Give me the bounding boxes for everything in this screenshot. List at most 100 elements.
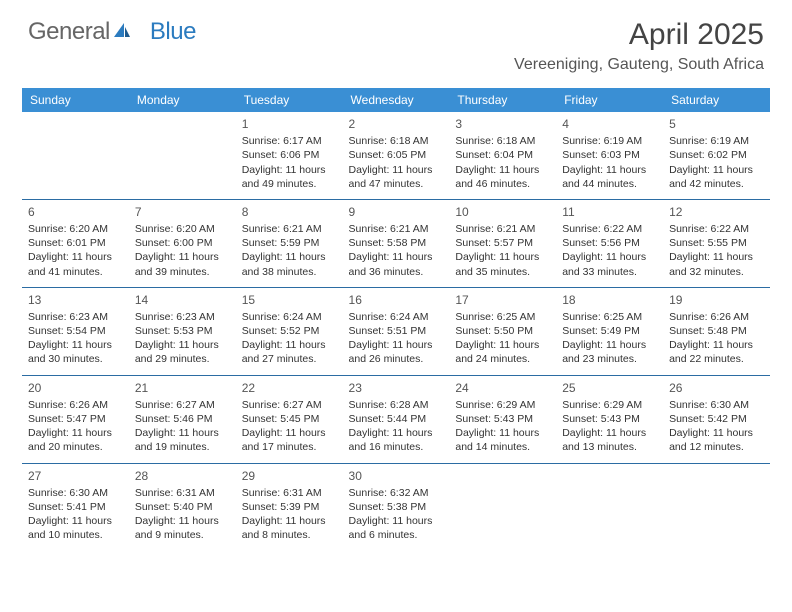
day-number: 25 bbox=[562, 380, 657, 396]
daylight-text: Daylight: 11 hours and 23 minutes. bbox=[562, 338, 657, 366]
daylight-text: Daylight: 11 hours and 20 minutes. bbox=[28, 426, 123, 454]
calendar-cell: 4Sunrise: 6:19 AMSunset: 6:03 PMDaylight… bbox=[556, 112, 663, 199]
daylight-text: Daylight: 11 hours and 8 minutes. bbox=[242, 514, 337, 542]
sunrise-text: Sunrise: 6:25 AM bbox=[562, 310, 657, 324]
sunset-text: Sunset: 5:51 PM bbox=[349, 324, 444, 338]
sunrise-text: Sunrise: 6:26 AM bbox=[28, 398, 123, 412]
day-number: 9 bbox=[349, 204, 444, 220]
sunrise-text: Sunrise: 6:23 AM bbox=[135, 310, 230, 324]
day-number: 1 bbox=[242, 116, 337, 132]
day-number: 14 bbox=[135, 292, 230, 308]
sunrise-text: Sunrise: 6:18 AM bbox=[349, 134, 444, 148]
dayheader-tuesday: Tuesday bbox=[236, 88, 343, 112]
sunrise-text: Sunrise: 6:18 AM bbox=[455, 134, 550, 148]
sunrise-text: Sunrise: 6:28 AM bbox=[349, 398, 444, 412]
day-number: 24 bbox=[455, 380, 550, 396]
sunset-text: Sunset: 5:53 PM bbox=[135, 324, 230, 338]
daylight-text: Daylight: 11 hours and 47 minutes. bbox=[349, 163, 444, 191]
calendar-cell: 21Sunrise: 6:27 AMSunset: 5:46 PMDayligh… bbox=[129, 375, 236, 463]
day-number: 18 bbox=[562, 292, 657, 308]
day-number: 22 bbox=[242, 380, 337, 396]
daylight-text: Daylight: 11 hours and 33 minutes. bbox=[562, 250, 657, 278]
sunset-text: Sunset: 5:57 PM bbox=[455, 236, 550, 250]
sunrise-text: Sunrise: 6:20 AM bbox=[135, 222, 230, 236]
day-number: 12 bbox=[669, 204, 764, 220]
sunrise-text: Sunrise: 6:17 AM bbox=[242, 134, 337, 148]
daylight-text: Daylight: 11 hours and 36 minutes. bbox=[349, 250, 444, 278]
calendar-cell: 26Sunrise: 6:30 AMSunset: 5:42 PMDayligh… bbox=[663, 375, 770, 463]
sunset-text: Sunset: 5:56 PM bbox=[562, 236, 657, 250]
daylight-text: Daylight: 11 hours and 38 minutes. bbox=[242, 250, 337, 278]
sunset-text: Sunset: 5:52 PM bbox=[242, 324, 337, 338]
day-number: 19 bbox=[669, 292, 764, 308]
day-number: 8 bbox=[242, 204, 337, 220]
daylight-text: Daylight: 11 hours and 24 minutes. bbox=[455, 338, 550, 366]
calendar-cell: 6Sunrise: 6:20 AMSunset: 6:01 PMDaylight… bbox=[22, 199, 129, 287]
sunset-text: Sunset: 5:44 PM bbox=[349, 412, 444, 426]
day-number: 7 bbox=[135, 204, 230, 220]
calendar-cell: 2Sunrise: 6:18 AMSunset: 6:05 PMDaylight… bbox=[343, 112, 450, 199]
sunrise-text: Sunrise: 6:24 AM bbox=[242, 310, 337, 324]
sunrise-text: Sunrise: 6:21 AM bbox=[349, 222, 444, 236]
calendar-cell bbox=[129, 112, 236, 199]
calendar-cell: 14Sunrise: 6:23 AMSunset: 5:53 PMDayligh… bbox=[129, 287, 236, 375]
sunrise-text: Sunrise: 6:29 AM bbox=[562, 398, 657, 412]
sunset-text: Sunset: 5:48 PM bbox=[669, 324, 764, 338]
daylight-text: Daylight: 11 hours and 22 minutes. bbox=[669, 338, 764, 366]
sunrise-text: Sunrise: 6:31 AM bbox=[135, 486, 230, 500]
sunrise-text: Sunrise: 6:23 AM bbox=[28, 310, 123, 324]
calendar-cell bbox=[449, 463, 556, 550]
day-number: 5 bbox=[669, 116, 764, 132]
daylight-text: Daylight: 11 hours and 16 minutes. bbox=[349, 426, 444, 454]
sunset-text: Sunset: 5:45 PM bbox=[242, 412, 337, 426]
sunrise-text: Sunrise: 6:27 AM bbox=[242, 398, 337, 412]
sunset-text: Sunset: 5:41 PM bbox=[28, 500, 123, 514]
sunrise-text: Sunrise: 6:30 AM bbox=[28, 486, 123, 500]
dayheader-thursday: Thursday bbox=[449, 88, 556, 112]
calendar-cell: 23Sunrise: 6:28 AMSunset: 5:44 PMDayligh… bbox=[343, 375, 450, 463]
sunset-text: Sunset: 6:05 PM bbox=[349, 148, 444, 162]
daylight-text: Daylight: 11 hours and 46 minutes. bbox=[455, 163, 550, 191]
day-number: 26 bbox=[669, 380, 764, 396]
sunset-text: Sunset: 6:06 PM bbox=[242, 148, 337, 162]
calendar-cell: 10Sunrise: 6:21 AMSunset: 5:57 PMDayligh… bbox=[449, 199, 556, 287]
sunset-text: Sunset: 5:39 PM bbox=[242, 500, 337, 514]
sunset-text: Sunset: 6:00 PM bbox=[135, 236, 230, 250]
day-number: 15 bbox=[242, 292, 337, 308]
day-number: 3 bbox=[455, 116, 550, 132]
day-number: 17 bbox=[455, 292, 550, 308]
sunrise-text: Sunrise: 6:20 AM bbox=[28, 222, 123, 236]
sunrise-text: Sunrise: 6:32 AM bbox=[349, 486, 444, 500]
location-subtitle: Vereeniging, Gauteng, South Africa bbox=[514, 56, 764, 74]
daylight-text: Daylight: 11 hours and 35 minutes. bbox=[455, 250, 550, 278]
sunrise-text: Sunrise: 6:21 AM bbox=[242, 222, 337, 236]
day-number: 28 bbox=[135, 468, 230, 484]
sunrise-text: Sunrise: 6:29 AM bbox=[455, 398, 550, 412]
calendar-cell: 30Sunrise: 6:32 AMSunset: 5:38 PMDayligh… bbox=[343, 463, 450, 550]
sunrise-text: Sunrise: 6:27 AM bbox=[135, 398, 230, 412]
daylight-text: Daylight: 11 hours and 17 minutes. bbox=[242, 426, 337, 454]
daylight-text: Daylight: 11 hours and 6 minutes. bbox=[349, 514, 444, 542]
brand-logo: General Blue bbox=[28, 18, 196, 46]
sunset-text: Sunset: 5:47 PM bbox=[28, 412, 123, 426]
daylight-text: Daylight: 11 hours and 9 minutes. bbox=[135, 514, 230, 542]
calendar-cell: 25Sunrise: 6:29 AMSunset: 5:43 PMDayligh… bbox=[556, 375, 663, 463]
sunset-text: Sunset: 6:02 PM bbox=[669, 148, 764, 162]
dayheader-monday: Monday bbox=[129, 88, 236, 112]
daylight-text: Daylight: 11 hours and 30 minutes. bbox=[28, 338, 123, 366]
day-number: 10 bbox=[455, 204, 550, 220]
calendar-cell: 1Sunrise: 6:17 AMSunset: 6:06 PMDaylight… bbox=[236, 112, 343, 199]
sunrise-text: Sunrise: 6:30 AM bbox=[669, 398, 764, 412]
daylight-text: Daylight: 11 hours and 26 minutes. bbox=[349, 338, 444, 366]
dayheader-saturday: Saturday bbox=[663, 88, 770, 112]
daylight-text: Daylight: 11 hours and 32 minutes. bbox=[669, 250, 764, 278]
calendar-week-row: 20Sunrise: 6:26 AMSunset: 5:47 PMDayligh… bbox=[22, 375, 770, 463]
calendar-week-row: 6Sunrise: 6:20 AMSunset: 6:01 PMDaylight… bbox=[22, 199, 770, 287]
sunrise-text: Sunrise: 6:19 AM bbox=[669, 134, 764, 148]
sunset-text: Sunset: 5:43 PM bbox=[455, 412, 550, 426]
daylight-text: Daylight: 11 hours and 13 minutes. bbox=[562, 426, 657, 454]
brand-part2: Blue bbox=[150, 18, 196, 46]
calendar-cell: 8Sunrise: 6:21 AMSunset: 5:59 PMDaylight… bbox=[236, 199, 343, 287]
calendar-cell: 5Sunrise: 6:19 AMSunset: 6:02 PMDaylight… bbox=[663, 112, 770, 199]
daylight-text: Daylight: 11 hours and 27 minutes. bbox=[242, 338, 337, 366]
